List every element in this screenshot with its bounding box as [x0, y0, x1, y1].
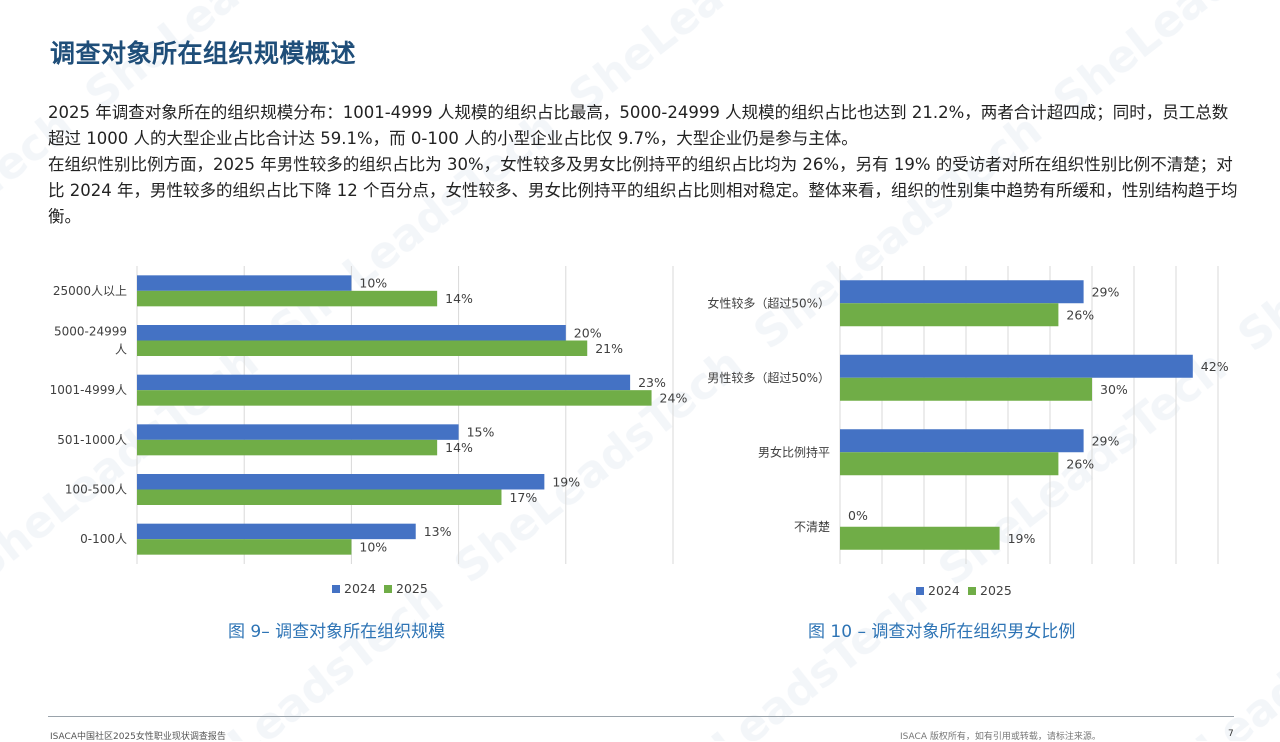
bar-2024 [840, 354, 1193, 378]
data-label: 10% [359, 276, 387, 291]
bar-2025 [840, 377, 1092, 401]
org-size-chart: 25000人以上 10% 14% 5000-24999 人 20% 21% 1001-4999… [30, 258, 690, 608]
bar-2025 [840, 452, 1059, 476]
bar-2024 [137, 325, 566, 341]
category-label: 501-1000人 [57, 433, 127, 447]
category-label-line: 男女比例持平 [758, 444, 830, 459]
bar-2024 [840, 429, 1084, 453]
bar-2024 [137, 424, 459, 440]
data-label: 14% [445, 291, 473, 306]
data-label: 13% [424, 524, 452, 539]
category-label-line: 人 [115, 343, 127, 357]
legend-swatch [968, 587, 976, 595]
bar-2025 [137, 489, 502, 505]
bar-2024 [137, 474, 545, 490]
data-label: 17% [509, 490, 537, 505]
org-size-chart-svg: 25000人以上 10% 14% 5000-24999 人 20%21% 1001-4999… [50, 266, 688, 596]
footer-divider [48, 716, 1234, 717]
category-label: 0-100人 [80, 532, 127, 546]
category-label-line: 不清楚 [794, 520, 830, 534]
data-label: 21% [595, 341, 623, 356]
bar-2025 [840, 303, 1059, 327]
page-title: 调查对象所在组织规模概述 [50, 39, 357, 68]
legend-label: 2024 [344, 581, 376, 596]
category-label-line: 1001-4999人 [50, 383, 127, 397]
data-label: 0% [848, 508, 868, 523]
category-label-line: 5000-24999 [54, 325, 127, 339]
category-label-line: 0-100人 [80, 532, 127, 546]
legend-label: 2025 [980, 583, 1012, 598]
bar-2024 [137, 275, 352, 291]
data-label: 26% [1066, 456, 1094, 471]
category-label: 男女比例持平 [758, 444, 830, 459]
footer-copyright: ISACA 版权所有，如有引用或转载，请标注来源。 [900, 732, 1101, 742]
intro-text: 2025 年调查对象所在的组织规模分布：1001-4999 人规模的组织占比最高… [48, 100, 1238, 230]
data-label: 23% [638, 375, 666, 390]
legend-label: 2024 [928, 583, 960, 598]
footer-report-name: ISACA中国社区2025女性职业现状调查报告 [50, 732, 226, 742]
gender-ratio-chart-caption: 图 10 – 调查对象所在组织男女比例 [808, 622, 1076, 642]
category-label: 女性较多（超过50%） [707, 295, 830, 310]
category-label-line: 男性较多（超过50%） [707, 370, 830, 385]
data-label: 29% [1092, 433, 1120, 448]
intro-paragraph-gender: 在组织性别比例方面，2025 年男性较多的组织占比为 30%，女性较多及男女比例… [48, 155, 1238, 226]
org-size-chart-caption: 图 9– 调查对象所在组织规模 [228, 622, 446, 642]
legend-swatch [332, 585, 340, 593]
bar-2025 [137, 539, 352, 555]
category-label: 不清楚 [794, 520, 830, 534]
category-label-line: 501-1000人 [57, 433, 127, 447]
bar-2025 [137, 340, 588, 356]
bar-2024 [137, 374, 631, 391]
bar-2025 [840, 526, 1000, 550]
data-label: 24% [660, 390, 688, 405]
data-label: 15% [467, 425, 495, 440]
category-label: 男性较多（超过50%） [707, 370, 830, 385]
category-label-line: 100-500人 [65, 483, 127, 497]
data-label: 20% [574, 325, 602, 340]
legend-swatch [384, 585, 392, 593]
data-label: 30% [1100, 382, 1128, 397]
legend-swatch [916, 587, 924, 595]
category-label-line: 25000人以上 [53, 284, 127, 298]
category-label: 1001-4999人 [50, 383, 127, 397]
data-label: 29% [1092, 284, 1120, 299]
data-label: 10% [359, 539, 387, 554]
data-label: 14% [445, 440, 473, 455]
bar-2025 [137, 290, 438, 307]
gender-ratio-chart-svg: 女性较多（超过50%） 29% 26% 男性较多（超过50%） 42% 30% 男女比例持平… [707, 266, 1229, 598]
page-number: 7 [1228, 729, 1234, 739]
legend-label: 2025 [396, 581, 428, 596]
data-label: 19% [552, 474, 580, 489]
data-label: 42% [1201, 359, 1229, 374]
bar-2025 [137, 390, 652, 406]
bar-2024 [840, 280, 1084, 304]
category-label: 100-500人 [65, 483, 127, 497]
intro-paragraph-size: 2025 年调查对象所在的组织规模分布：1001-4999 人规模的组织占比最高… [48, 103, 1229, 148]
bar-2024 [137, 523, 416, 540]
category-label: 5000-24999 人 [54, 325, 127, 357]
data-label: 19% [1008, 531, 1036, 546]
category-label: 25000人以上 [53, 284, 127, 298]
gender-ratio-chart: 女性较多（超过50%） 29% 26% 男性较多（超过50%） 42% 30% 男女比例持平… [690, 258, 1260, 608]
bar-2025 [137, 439, 438, 456]
data-label: 26% [1066, 307, 1094, 322]
category-label-line: 女性较多（超过50%） [707, 295, 830, 310]
